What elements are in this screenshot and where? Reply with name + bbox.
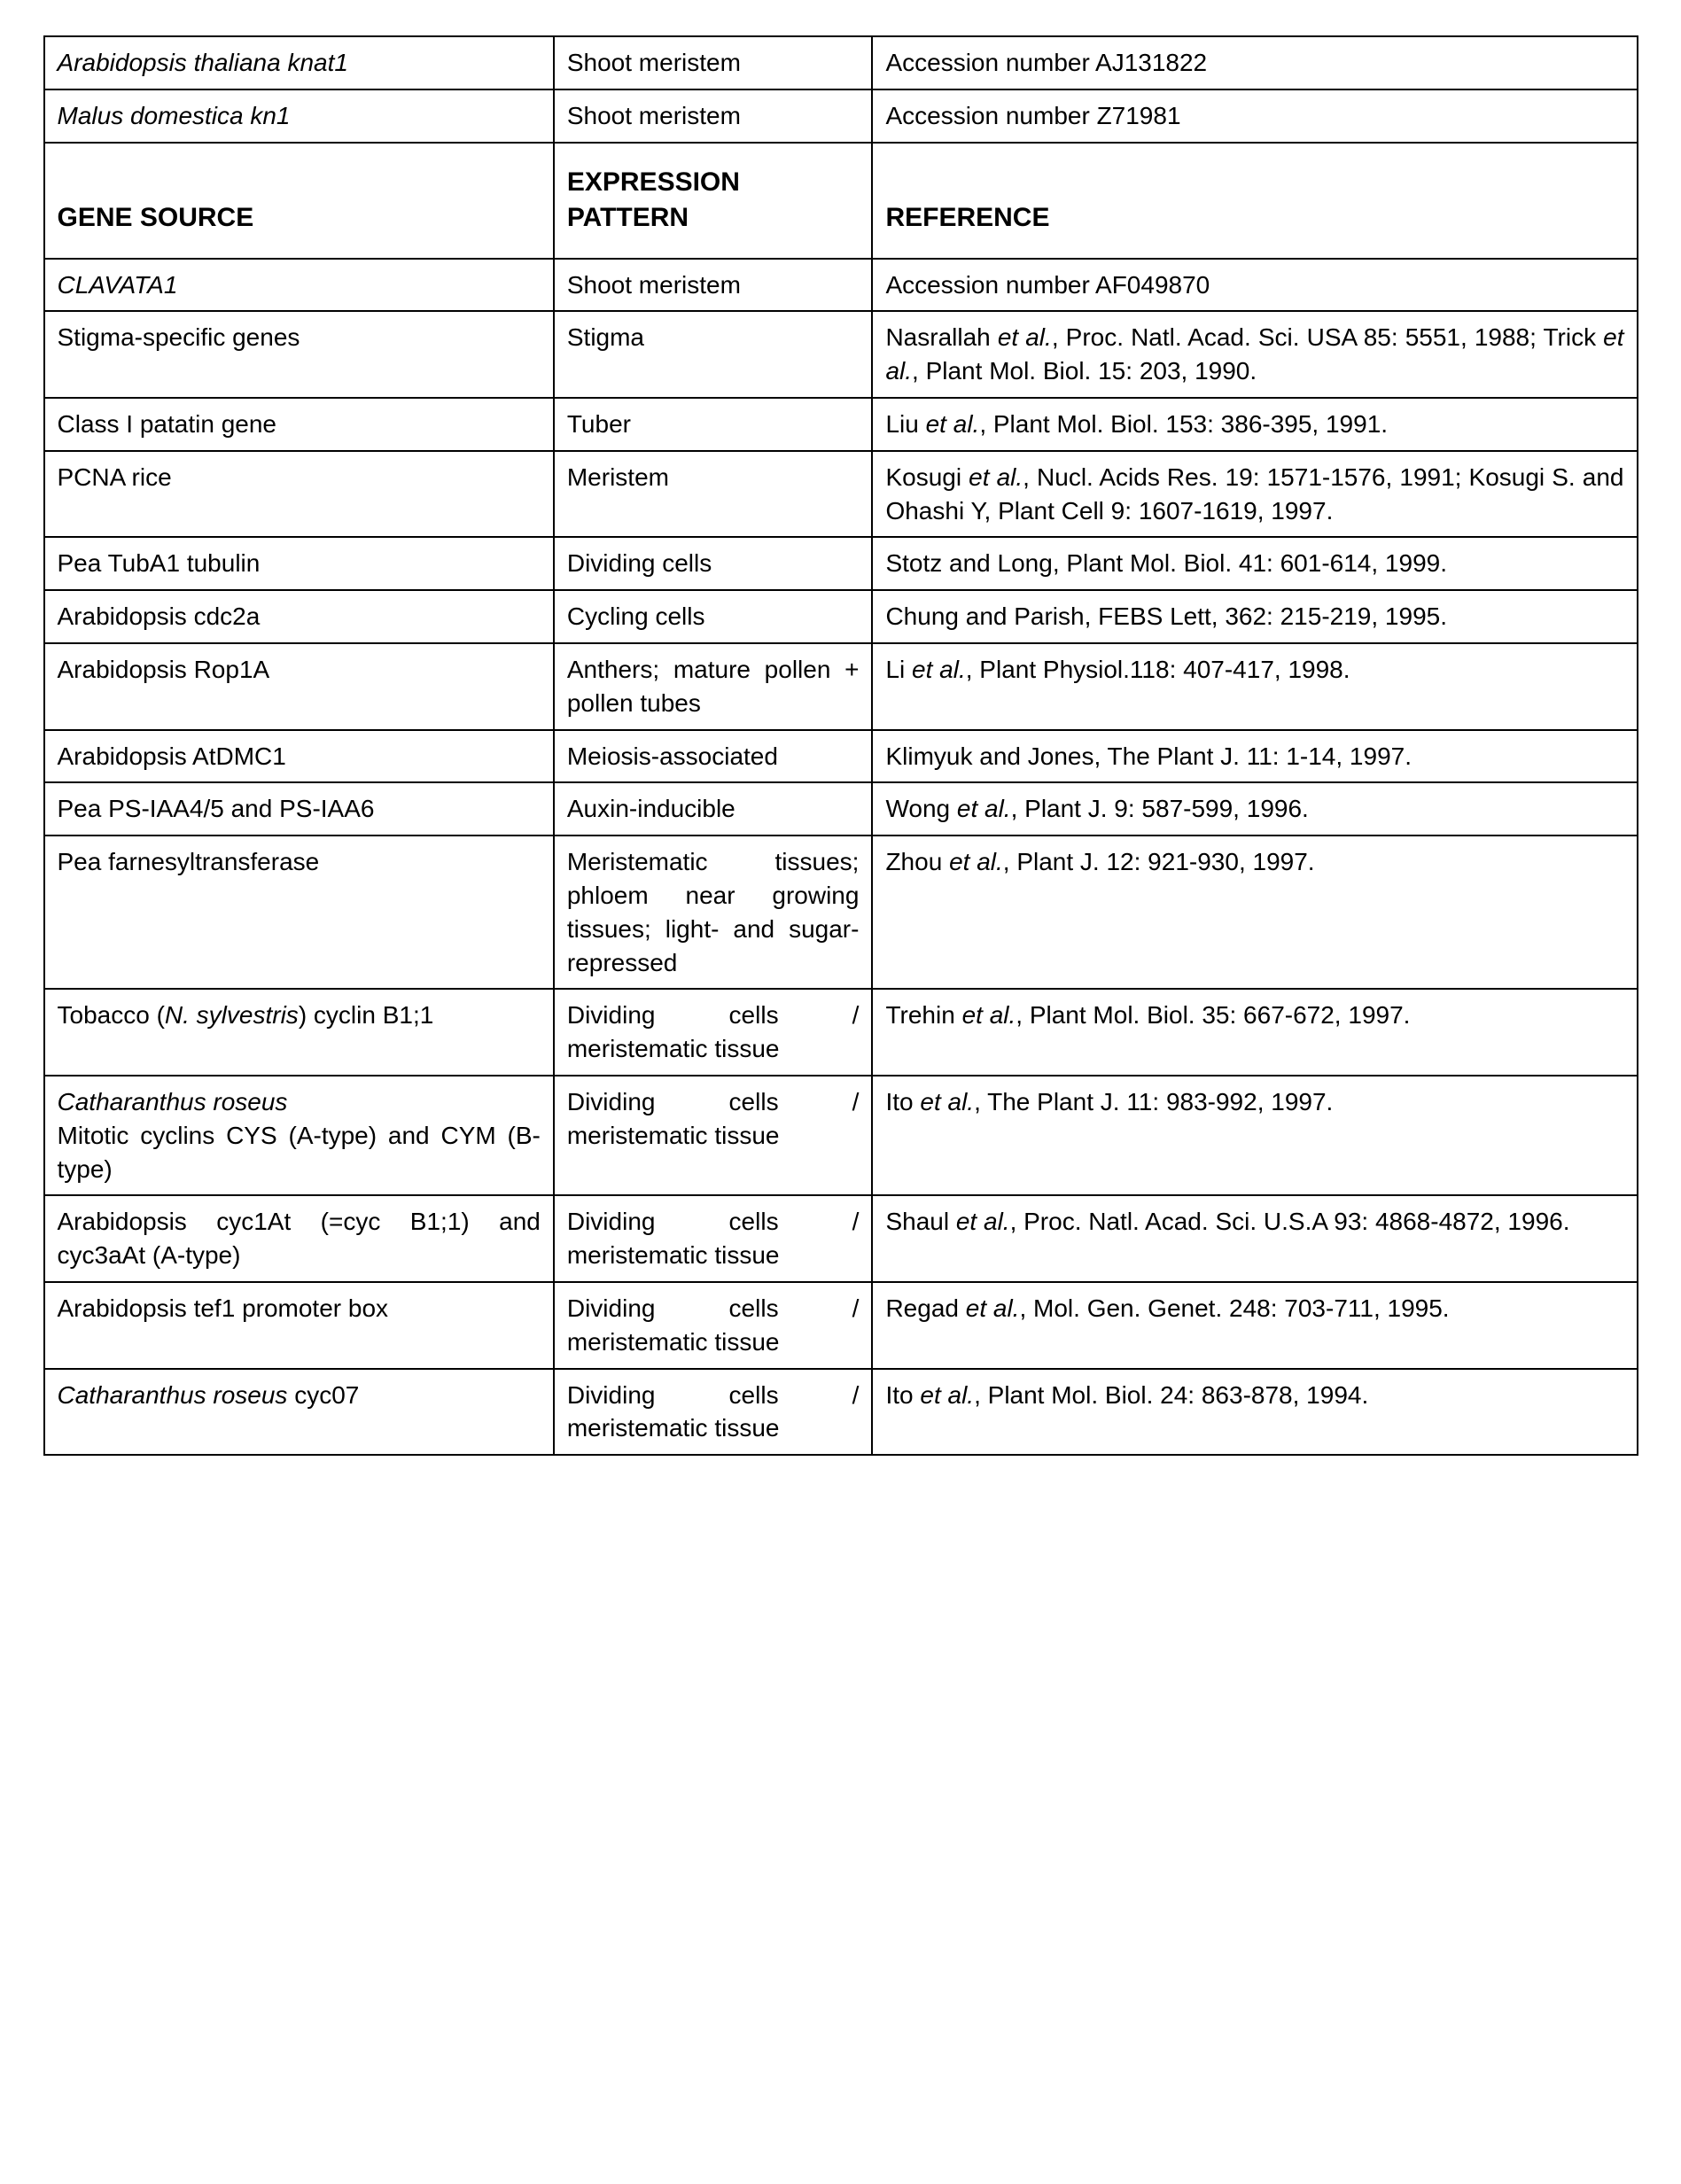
table-row: Pea TubA1 tubulinDividing cellsStotz and… [44, 537, 1638, 590]
cell-gene-source: Arabidopsis cdc2a [44, 590, 554, 643]
cell-expression-pattern: Dividing cells / meristematic tissue [554, 1195, 873, 1282]
cell-reference: Stotz and Long, Plant Mol. Biol. 41: 601… [872, 537, 1637, 590]
cell-reference: Ito et al., The Plant J. 11: 983-992, 19… [872, 1076, 1637, 1195]
cell-gene-source: Class I patatin gene [44, 398, 554, 451]
cell-expression-pattern: Auxin-inducible [554, 782, 873, 836]
cell-reference: Trehin et al., Plant Mol. Biol. 35: 667-… [872, 989, 1637, 1076]
cell-expression-pattern: Meristem [554, 451, 873, 538]
cell-expression-pattern: Dividing cells / meristematic tissue [554, 989, 873, 1076]
gene-expression-table: Arabidopsis thaliana knat1Shoot meristem… [43, 35, 1638, 1456]
cell-gene-source: Arabidopsis AtDMC1 [44, 730, 554, 783]
cell-gene-source: Pea farnesyltransferase [44, 836, 554, 989]
table-row: Catharanthus roseusMitotic cyclins CYS (… [44, 1076, 1638, 1195]
table-row: Arabidopsis thaliana knat1Shoot meristem… [44, 36, 1638, 89]
table-header-row: GENE SOURCEEXPRESSION PATTERNREFERENCE [44, 143, 1638, 259]
table-row: Tobacco (N. sylvestris) cyclin B1;1Divid… [44, 989, 1638, 1076]
cell-expression-pattern: Shoot meristem [554, 259, 873, 312]
table-row: Arabidopsis tef1 promoter boxDividing ce… [44, 1282, 1638, 1369]
cell-reference: Accession number AJ131822 [872, 36, 1637, 89]
cell-expression-pattern: Anthers; mature pollen + pollen tubes [554, 643, 873, 730]
table-row: PCNA riceMeristemKosugi et al., Nucl. Ac… [44, 451, 1638, 538]
cell-reference: Wong et al., Plant J. 9: 587-599, 1996. [872, 782, 1637, 836]
table-row: Arabidopsis cdc2aCycling cellsChung and … [44, 590, 1638, 643]
cell-gene-source: Catharanthus roseus cyc07 [44, 1369, 554, 1456]
cell-reference: Zhou et al., Plant J. 12: 921-930, 1997. [872, 836, 1637, 989]
cell-reference: Chung and Parish, FEBS Lett, 362: 215-21… [872, 590, 1637, 643]
cell-reference: Accession number AF049870 [872, 259, 1637, 312]
cell-gene-source: Arabidopsis tef1 promoter box [44, 1282, 554, 1369]
table-row: Arabidopsis cyc1At (=cyc B1;1) and cyc3a… [44, 1195, 1638, 1282]
cell-reference: Kosugi et al., Nucl. Acids Res. 19: 1571… [872, 451, 1637, 538]
cell-expression-pattern: Dividing cells / meristematic tissue [554, 1369, 873, 1456]
col-header-expression: EXPRESSION PATTERN [554, 143, 873, 259]
table-row: Arabidopsis Rop1AAnthers; mature pollen … [44, 643, 1638, 730]
cell-gene-source: Pea PS-IAA4/5 and PS-IAA6 [44, 782, 554, 836]
table-row: Pea PS-IAA4/5 and PS-IAA6Auxin-inducible… [44, 782, 1638, 836]
cell-expression-pattern: Stigma [554, 311, 873, 398]
cell-expression-pattern: Dividing cells / meristematic tissue [554, 1076, 873, 1195]
cell-gene-source: Arabidopsis Rop1A [44, 643, 554, 730]
cell-reference: Li et al., Plant Physiol.118: 407-417, 1… [872, 643, 1637, 730]
table-row: Pea farnesyltransferaseMeristematic tiss… [44, 836, 1638, 989]
table-row: Class I patatin geneTuberLiu et al., Pla… [44, 398, 1638, 451]
cell-reference: Nasrallah et al., Proc. Natl. Acad. Sci.… [872, 311, 1637, 398]
cell-gene-source: CLAVATA1 [44, 259, 554, 312]
table-row: CLAVATA1Shoot meristemAccession number A… [44, 259, 1638, 312]
table-row: Stigma-specific genesStigmaNasrallah et … [44, 311, 1638, 398]
cell-gene-source: Stigma-specific genes [44, 311, 554, 398]
cell-gene-source: Catharanthus roseusMitotic cyclins CYS (… [44, 1076, 554, 1195]
cell-expression-pattern: Tuber [554, 398, 873, 451]
cell-reference: Liu et al., Plant Mol. Biol. 153: 386-39… [872, 398, 1637, 451]
col-header-reference: REFERENCE [872, 143, 1637, 259]
table-body: Arabidopsis thaliana knat1Shoot meristem… [44, 36, 1638, 1455]
cell-expression-pattern: Cycling cells [554, 590, 873, 643]
cell-reference: Klimyuk and Jones, The Plant J. 11: 1-14… [872, 730, 1637, 783]
cell-expression-pattern: Shoot meristem [554, 89, 873, 143]
cell-reference: Regad et al., Mol. Gen. Genet. 248: 703-… [872, 1282, 1637, 1369]
cell-gene-source: PCNA rice [44, 451, 554, 538]
col-header-gene: GENE SOURCE [44, 143, 554, 259]
table-row: Catharanthus roseus cyc07Dividing cells … [44, 1369, 1638, 1456]
cell-expression-pattern: Dividing cells [554, 537, 873, 590]
cell-reference: Accession number Z71981 [872, 89, 1637, 143]
cell-gene-source: Pea TubA1 tubulin [44, 537, 554, 590]
cell-gene-source: Arabidopsis thaliana knat1 [44, 36, 554, 89]
cell-gene-source: Arabidopsis cyc1At (=cyc B1;1) and cyc3a… [44, 1195, 554, 1282]
table-row: Arabidopsis AtDMC1Meiosis-associatedKlim… [44, 730, 1638, 783]
cell-expression-pattern: Shoot meristem [554, 36, 873, 89]
table-row: Malus domestica kn1Shoot meristemAccessi… [44, 89, 1638, 143]
cell-expression-pattern: Dividing cells / meristematic tissue [554, 1282, 873, 1369]
cell-reference: Ito et al., Plant Mol. Biol. 24: 863-878… [872, 1369, 1637, 1456]
cell-reference: Shaul et al., Proc. Natl. Acad. Sci. U.S… [872, 1195, 1637, 1282]
cell-gene-source: Tobacco (N. sylvestris) cyclin B1;1 [44, 989, 554, 1076]
cell-expression-pattern: Meiosis-associated [554, 730, 873, 783]
cell-expression-pattern: Meristematic tissues; phloem near growin… [554, 836, 873, 989]
cell-gene-source: Malus domestica kn1 [44, 89, 554, 143]
